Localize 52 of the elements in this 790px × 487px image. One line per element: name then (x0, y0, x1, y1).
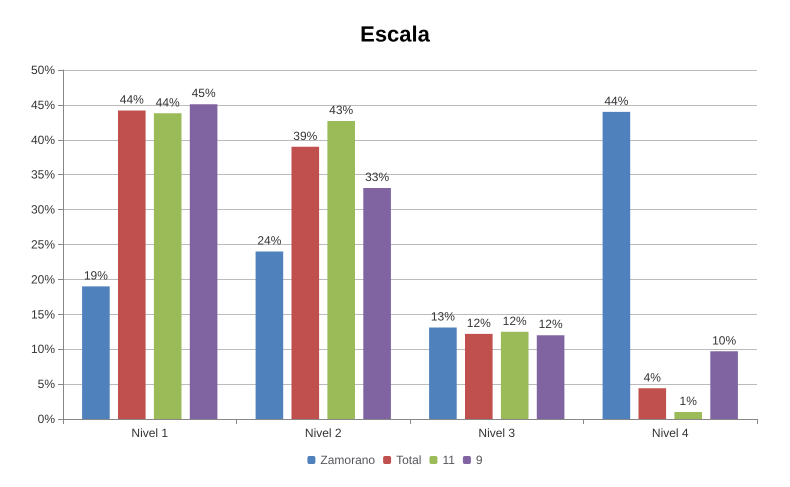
bar (363, 188, 391, 419)
x-tick-label: Nivel 2 (304, 426, 342, 440)
y-tick-label: 0% (38, 412, 56, 426)
data-label: 4% (644, 370, 662, 384)
y-tick-label: 15% (30, 307, 56, 322)
data-label: 13% (430, 310, 456, 324)
y-tick-label: 25% (30, 238, 56, 252)
data-label: 10% (712, 333, 736, 348)
bar (500, 332, 529, 419)
legend-label: 9 (476, 453, 483, 467)
y-tick-label: 10% (30, 342, 56, 356)
data-label: 43% (329, 102, 354, 117)
bar (710, 351, 738, 419)
bar (154, 113, 182, 419)
data-label: 44% (604, 94, 629, 108)
y-tick-label: 45% (30, 98, 56, 112)
legend-label: Total (396, 453, 422, 467)
data-label: 1% (680, 394, 698, 408)
data-label: 44% (120, 92, 144, 106)
y-tick-label: 5% (38, 377, 56, 392)
data-label: 44% (156, 95, 180, 110)
legend-label: Zamorano (320, 453, 376, 467)
bar (638, 388, 666, 419)
y-tick-label: 50% (30, 63, 56, 77)
bar (602, 112, 630, 419)
y-tick-label: 35% (30, 168, 56, 182)
bar (190, 104, 218, 419)
y-tick-label: 40% (30, 132, 56, 147)
bar (536, 335, 564, 419)
legend-label: 11 (442, 453, 456, 467)
x-tick-label: Nivel 4 (652, 426, 689, 440)
bar (674, 412, 702, 419)
data-label: 33% (365, 170, 390, 184)
bar (82, 286, 110, 419)
y-tick-label: 30% (30, 202, 56, 217)
x-tick-label: Nivel 1 (131, 426, 168, 440)
bar (118, 110, 146, 419)
data-label: 12% (538, 317, 563, 332)
bar (291, 146, 320, 419)
chart-title: Escala (360, 22, 431, 46)
bar (429, 328, 457, 419)
data-label: 12% (466, 316, 492, 330)
data-label: 12% (502, 314, 528, 328)
data-label: 19% (84, 268, 108, 282)
bar (327, 120, 356, 419)
bar (256, 251, 284, 419)
data-label: 39% (293, 128, 318, 143)
y-tick-label: 20% (30, 272, 56, 286)
bar (464, 334, 493, 419)
data-label: 45% (192, 86, 216, 100)
x-tick-label: Nivel 3 (478, 426, 516, 440)
data-label: 24% (257, 233, 282, 248)
